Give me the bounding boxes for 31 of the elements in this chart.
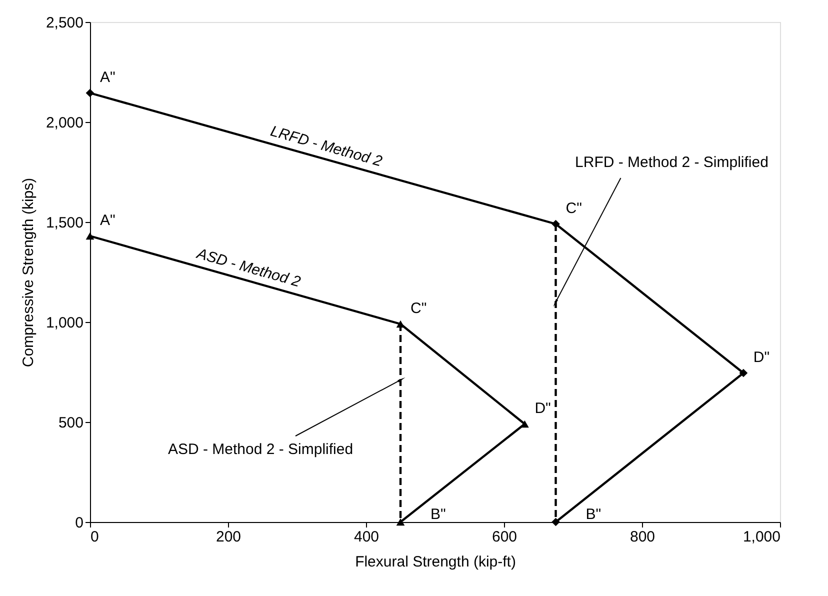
- x-tick-label: 600: [492, 528, 518, 546]
- annotation: A": [100, 69, 116, 86]
- x-tick-label: 200: [216, 528, 242, 546]
- y-tick-label: 1,500: [46, 214, 84, 232]
- point: [739, 368, 748, 378]
- x-tick-label: 1,000: [742, 528, 780, 546]
- annotation: D": [753, 349, 770, 366]
- y-tick-label: 2,500: [46, 14, 84, 32]
- y-tick-label: 0: [75, 514, 84, 532]
- text: LRFD - Method 2: [268, 122, 385, 170]
- annotation: A": [100, 212, 116, 229]
- point: [520, 420, 529, 428]
- annotation: B": [586, 506, 602, 523]
- x-tick-label: 0: [90, 528, 99, 546]
- x-axis-title: Flexural Strength (kip-ft): [355, 554, 516, 570]
- point: [86, 232, 94, 240]
- text: ASD - Method 2: [194, 244, 303, 291]
- annotation: B": [430, 506, 446, 523]
- annotation: C": [410, 300, 427, 317]
- point: [396, 518, 405, 526]
- point: [86, 88, 94, 98]
- x-tick-label: 800: [630, 528, 656, 546]
- annotation: D": [534, 400, 551, 417]
- annotation: LRFD - Method 2 - Simplified: [575, 154, 768, 171]
- annotation: ASD - Method 2 - Simplified: [168, 441, 354, 458]
- y-axis-title: Compressive Strength (kips): [20, 178, 37, 368]
- y-tick-label: 1,000: [46, 314, 84, 332]
- annotation: C": [566, 200, 582, 217]
- y-tick-label: 500: [58, 414, 84, 432]
- y-tick-label: 2,000: [46, 114, 84, 132]
- x-tick-label: 400: [354, 528, 380, 546]
